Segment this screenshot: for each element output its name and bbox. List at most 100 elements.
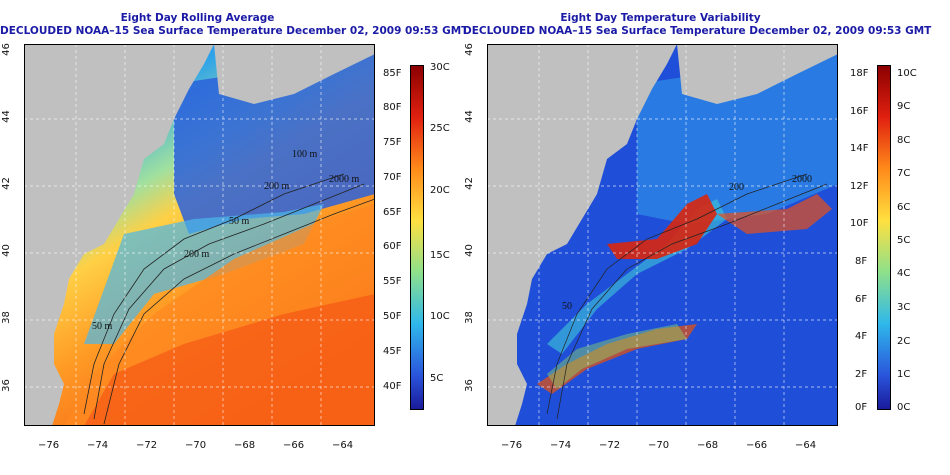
left-x-tick-66: −66: [283, 440, 305, 451]
left-title: Eight Day Rolling Average DECLOUDED NOAA…: [0, 12, 469, 38]
right-title: Eight Day Temperature Variability DECLOU…: [463, 12, 932, 38]
right-cbar-c-9: 9C: [897, 101, 911, 112]
right-y-tick-40: 40: [463, 244, 475, 257]
right-y-tick-42: 42: [463, 177, 475, 190]
depth-contours: [546, 173, 828, 420]
left-x-tick-74: −74: [87, 440, 109, 451]
left-y-tick-38: 38: [0, 311, 12, 324]
contour-label-50m: 50 m: [92, 321, 113, 332]
right-x-tick-74: −74: [550, 440, 572, 451]
left-cbar-f-70: 70F: [383, 172, 402, 183]
contour-label-2000m: 2000 m: [329, 174, 360, 185]
left-y-tick-44: 44: [0, 110, 12, 123]
right-cbar-f-8: 8F: [855, 256, 868, 267]
left-cbar-c-10: 10C: [430, 311, 450, 322]
left-x-tick-70: −70: [185, 440, 207, 451]
right-x-tick-66: −66: [746, 440, 768, 451]
contour-label-200: 200: [729, 182, 744, 193]
contour-label-2000: 2000: [792, 174, 812, 185]
right-x-tick-70: −70: [648, 440, 670, 451]
left-cbar-f-75: 75F: [383, 137, 402, 148]
contour-label-50: 50: [562, 301, 572, 312]
land-mass: [487, 44, 677, 426]
right-cbar-f-12: 12F: [850, 181, 869, 192]
left-cbar-f-65: 65F: [383, 207, 402, 218]
left-x-tick-76: −76: [38, 440, 60, 451]
depth-contours: [83, 173, 375, 425]
right-cbar-f-16: 16F: [850, 106, 869, 117]
left-x-tick-72: −72: [136, 440, 158, 451]
left-cbar-c-30: 30C: [430, 62, 450, 73]
gulfstream-high-variability: [607, 194, 717, 259]
contour-label-200m: 200 m: [184, 249, 210, 260]
hot-core-region: [84, 294, 375, 426]
southern-high-variability: [537, 324, 697, 394]
left-y-tick-46: 46: [0, 43, 12, 56]
left-cbar-c-15: 15C: [430, 250, 450, 261]
cool-shelf-region: [84, 204, 324, 344]
left-cbar-f-80: 80F: [383, 102, 402, 113]
right-cbar-f-18: 18F: [850, 68, 869, 79]
contour-label-200m-upper: 200 m: [264, 181, 290, 192]
right-cbar-f-6: 6F: [855, 294, 868, 305]
right-cbar-c-7: 7C: [897, 168, 911, 179]
right-x-tick-76: −76: [501, 440, 523, 451]
map-frame: [24, 44, 375, 426]
left-cbar-f-55: 55F: [383, 276, 402, 287]
left-y-tick-40: 40: [0, 244, 12, 257]
shelf-variability-region: [637, 54, 838, 224]
right-x-tick-64: −64: [795, 440, 817, 451]
right-cbar-c-10: 10C: [897, 68, 917, 79]
left-x-tick-64: −64: [332, 440, 354, 451]
nova-scotia-land: [214, 44, 375, 104]
right-y-tick-44: 44: [463, 110, 475, 123]
right-cbar-f-10: 10F: [850, 218, 869, 229]
right-cbar-c-8: 8C: [897, 135, 911, 146]
right-x-tick-68: −68: [697, 440, 719, 451]
cold-water-region: [174, 54, 375, 234]
left-cbar-c-25: 25C: [430, 123, 450, 134]
right-colorbar: [877, 65, 891, 410]
left-title-line2: DECLOUDED NOAA–15 Sea Surface Temperatur…: [0, 25, 469, 37]
right-cbar-f-14: 14F: [850, 143, 869, 154]
land-mass: [24, 44, 214, 426]
left-cbar-f-60: 60F: [383, 241, 402, 252]
right-y-tick-36: 36: [463, 379, 475, 392]
right-title-line2: DECLOUDED NOAA–15 Sea Surface Temperatur…: [463, 25, 932, 37]
right-x-tick-72: −72: [599, 440, 621, 451]
left-colorbar: [410, 65, 424, 410]
left-cbar-f-85: 85F: [383, 68, 402, 79]
left-y-tick-42: 42: [0, 177, 12, 190]
left-cbar-c-20: 20C: [430, 185, 450, 196]
right-cbar-c-1: 1C: [897, 369, 911, 380]
left-title-line1: Eight Day Rolling Average: [120, 12, 275, 24]
contour-label-50m-upper: 50 m: [229, 216, 250, 227]
grid-lines: [24, 44, 375, 426]
left-map: 100 m 200 m 2000 m 50 m 200 m 50 m: [24, 44, 375, 426]
nova-scotia-land: [677, 44, 838, 104]
left-cbar-f-40: 40F: [383, 381, 402, 392]
right-cbar-c-4: 4C: [897, 268, 911, 279]
right-title-line1: Eight Day Temperature Variability: [560, 12, 761, 24]
map-frame: [487, 44, 838, 426]
right-cbar-c-6: 6C: [897, 202, 911, 213]
right-cbar-c-0: 0C: [897, 402, 911, 413]
left-cbar-f-45: 45F: [383, 346, 402, 357]
right-y-tick-46: 46: [463, 43, 475, 56]
left-cbar-c-5: 5C: [430, 373, 444, 384]
south-band-variability: [547, 324, 687, 389]
right-cbar-f-0: 0F: [855, 402, 868, 413]
right-cbar-c-2: 2C: [897, 336, 911, 347]
left-cbar-f-50: 50F: [383, 311, 402, 322]
right-cbar-c-5: 5C: [897, 235, 911, 246]
grid-lines: [487, 44, 838, 426]
right-y-tick-38: 38: [463, 311, 475, 324]
right-cbar-f-4: 4F: [855, 331, 868, 342]
contour-label-100m: 100 m: [292, 149, 318, 160]
left-y-tick-36: 36: [0, 379, 12, 392]
right-cbar-c-3: 3C: [897, 302, 911, 313]
right-cbar-f-2: 2F: [855, 369, 868, 380]
left-x-tick-68: −68: [234, 440, 256, 451]
right-map: 200 2000 50: [487, 44, 838, 426]
eddy-high-variability: [717, 194, 832, 234]
